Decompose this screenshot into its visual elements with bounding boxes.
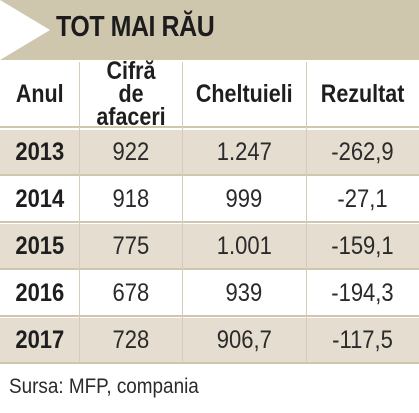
divider — [0, 174, 419, 176]
cell-cifra-de-afaceri: 775 — [112, 231, 150, 260]
header-row: Anul Cifră de afaceri Cheltuieli Rezulta… — [0, 56, 419, 131]
footer: Sursa: MFP, compania — [0, 365, 419, 413]
cell-rezultat: -262,9 — [331, 137, 394, 166]
cell-rezultat: -159,1 — [331, 231, 394, 260]
divider — [0, 268, 419, 270]
divider — [0, 315, 419, 317]
title-band: TOT MAI RĂU — [0, 0, 419, 60]
cell-cheltuieli: 939 — [225, 278, 263, 307]
column-header-rezultat: Rezultat — [320, 79, 405, 108]
column-header-cheltuieli: Cheltuieli — [195, 79, 293, 108]
table-row: 2014 918 999 -27,1 — [0, 177, 419, 221]
cell-cifra-de-afaceri: 678 — [112, 278, 150, 307]
table-row: 2016 678 939 -194,3 — [0, 271, 419, 315]
cell-year: 2013 — [15, 137, 64, 166]
column-divider — [182, 62, 183, 362]
cell-year: 2016 — [15, 278, 64, 307]
cell-cheltuieli: 1.001 — [216, 231, 272, 260]
divider — [0, 362, 419, 364]
divider — [0, 126, 419, 128]
table-row: 2017 728 906,7 -117,5 — [0, 318, 419, 362]
table-row: 2013 922 1.247 -262,9 — [0, 130, 419, 174]
column-header-anul: Anul — [15, 79, 64, 108]
cell-cifra-de-afaceri: 728 — [112, 325, 150, 354]
cell-rezultat: -117,5 — [332, 325, 393, 354]
divider — [0, 221, 419, 223]
cell-cheltuieli: 999 — [225, 184, 263, 213]
column-divider — [79, 62, 80, 362]
column-divider — [306, 62, 307, 362]
cell-year: 2015 — [15, 231, 64, 260]
source-note: Sursa: MFP, compania — [9, 375, 199, 398]
cell-cifra-de-afaceri: 922 — [112, 137, 150, 166]
cell-cheltuieli: 906,7 — [216, 325, 272, 354]
table-row: 2015 775 1.001 -159,1 — [0, 224, 419, 268]
cell-year: 2014 — [15, 184, 64, 213]
cell-rezultat: -194,3 — [331, 278, 394, 307]
title-arrow-decoration — [0, 0, 50, 60]
cell-cheltuieli: 1.247 — [216, 137, 272, 166]
cell-year: 2017 — [15, 325, 64, 354]
table-title: TOT MAI RĂU — [56, 11, 215, 43]
cell-rezultat: -27,1 — [337, 184, 388, 213]
column-header-cifra-de-afaceri: Cifră de afaceri — [96, 56, 166, 131]
cell-cifra-de-afaceri: 918 — [112, 184, 150, 213]
